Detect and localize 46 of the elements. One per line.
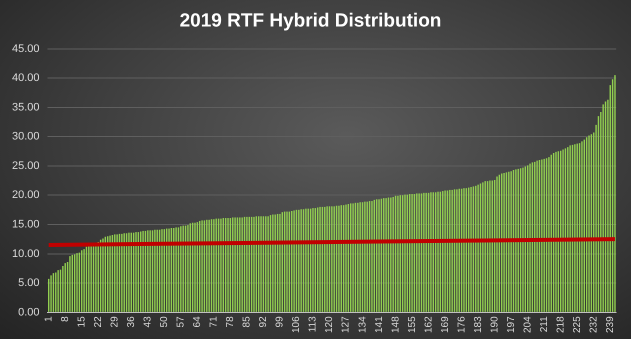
x-tick-label: 204 xyxy=(522,316,534,334)
y-tick-label: 15.00 xyxy=(12,218,40,231)
x-tick-label: 8 xyxy=(60,316,71,322)
x-tick-label: 57 xyxy=(176,316,187,328)
y-tick-label: 10.00 xyxy=(12,248,40,260)
x-tick-label: 85 xyxy=(242,316,253,328)
x-tick-label: 78 xyxy=(225,316,236,328)
x-tick-label: 239 xyxy=(605,316,616,334)
y-tick-label: 40.00 xyxy=(12,72,40,84)
x-tick-label: 190 xyxy=(489,316,500,334)
x-tick-label: 43 xyxy=(142,316,154,328)
x-tick-label: 71 xyxy=(208,316,220,328)
x-tick-label: 36 xyxy=(126,316,138,328)
x-tick-label: 113 xyxy=(308,316,319,332)
x-tick-label: 162 xyxy=(423,316,434,334)
x-tick-label: 183 xyxy=(472,316,484,334)
x-tick-label: 225 xyxy=(572,316,583,334)
x-tick-label: 211 xyxy=(538,316,550,332)
x-tick-label: 15 xyxy=(76,316,88,328)
x-tick-label: 176 xyxy=(456,316,468,334)
x-tick-label: 232 xyxy=(588,316,600,334)
x-tick-label: 169 xyxy=(440,316,451,334)
x-tick-label: 92 xyxy=(258,316,270,328)
x-tick-label: 50 xyxy=(159,316,170,328)
x-tick-label: 141 xyxy=(374,316,385,334)
x-tick-label: 155 xyxy=(406,316,418,334)
y-tick-label: 5.00 xyxy=(18,277,40,290)
y-tick-label: 20.00 xyxy=(12,189,40,202)
x-tick-label: 120 xyxy=(324,316,336,334)
x-tick-label: 1 xyxy=(43,316,54,322)
x-tick-label: 127 xyxy=(340,316,352,334)
x-tick-label: 29 xyxy=(110,316,121,328)
x-tick-label: 22 xyxy=(93,316,104,328)
y-tick-label: 35.00 xyxy=(12,101,40,114)
x-tick-label: 218 xyxy=(555,316,566,334)
y-tick-label: 0.00 xyxy=(18,306,40,318)
x-tick-label: 99 xyxy=(274,316,286,328)
x-tick-label: 134 xyxy=(357,316,368,334)
x-tick-label: 106 xyxy=(291,316,302,334)
y-tick-label: 45.00 xyxy=(12,42,40,55)
x-tick-label: 64 xyxy=(192,316,204,328)
y-tick-label: 30.00 xyxy=(12,130,40,143)
x-tick-label: 148 xyxy=(390,316,402,334)
x-tick-label: 197 xyxy=(506,316,517,334)
y-tick-label: 25.00 xyxy=(12,160,40,172)
chart-title: 2019 RTF Hybrid Distribution xyxy=(180,10,442,32)
